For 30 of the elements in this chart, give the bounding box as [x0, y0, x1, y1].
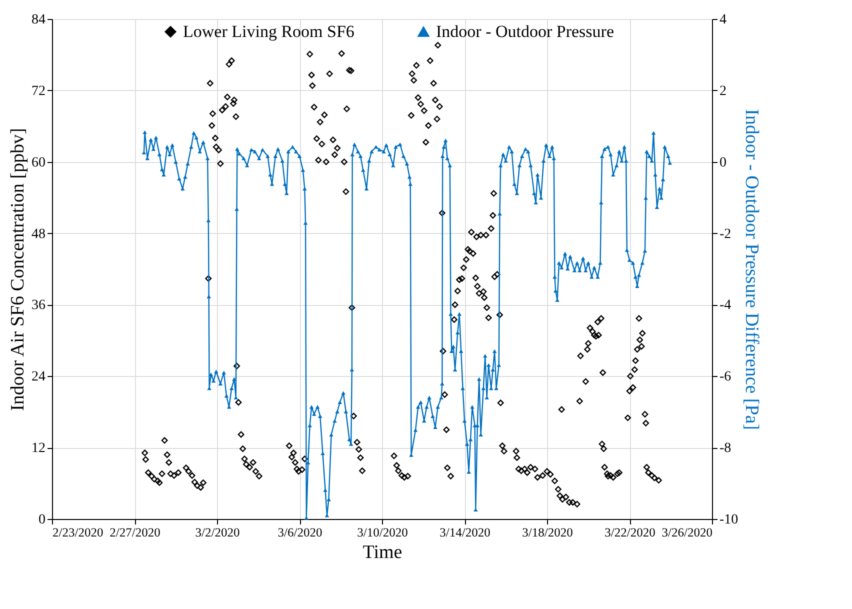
- y2-axis-title: Indoor - Outdoor Pressure Difference [Pa]: [741, 109, 762, 430]
- x-tick-label: 3/2/2020: [195, 526, 240, 540]
- x-tick-label: 3/6/2020: [278, 526, 322, 540]
- x-tick-label: 2/27/2020: [110, 526, 160, 540]
- y2-tick-label: 2: [720, 84, 726, 99]
- x-tick-label: 3/22/2020: [604, 526, 656, 540]
- y-tick-label: 48: [32, 226, 46, 242]
- y-axis-title: Indoor Air SF6 Concentration [ppbv]: [8, 128, 28, 411]
- y-tick-label: 12: [32, 441, 46, 456]
- x-tick-label: 3/14/2020: [440, 526, 490, 540]
- y-tick-label: 0: [38, 512, 46, 528]
- legend-label: Lower Living Room SF6: [183, 22, 354, 41]
- y2-tick-label: -2: [720, 226, 732, 242]
- y2-tick-label: -10: [720, 512, 738, 528]
- x-axis-title: Time: [362, 542, 402, 563]
- y2-tick-label: 0: [720, 155, 726, 170]
- x-tick-label: 3/18/2020: [522, 526, 573, 540]
- x-tick-label: 3/26/2020: [662, 526, 712, 540]
- y-tick-label: 72: [32, 84, 46, 99]
- y-tick-label: 24: [32, 370, 46, 385]
- y-tick-label: 84: [32, 12, 46, 28]
- y2-tick-label: -8: [720, 441, 732, 456]
- y2-tick-label: 4: [720, 12, 726, 28]
- legend-label: Indoor - Outdoor Pressure: [436, 22, 614, 41]
- y-tick-label: 36: [32, 298, 46, 314]
- y-tick-label: 60: [32, 155, 46, 170]
- x-tick-label: 3/10/2020: [357, 526, 408, 540]
- y2-tick-label: -6: [720, 370, 732, 385]
- x-tick-label: 2/23/2020: [52, 526, 104, 540]
- y2-tick-label: -4: [720, 298, 732, 314]
